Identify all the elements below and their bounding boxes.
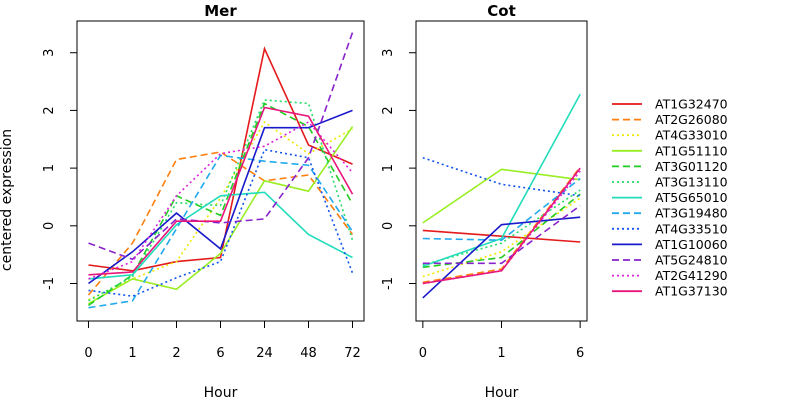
series-group (422, 93, 581, 299)
legend-item: AT3G01120 (612, 159, 728, 174)
legend-item: AT2G26080 (612, 112, 728, 127)
y-tick-label: 3 (42, 49, 57, 57)
legend-item: AT3G19480 (612, 206, 728, 221)
series-line-at1g37130 (422, 167, 581, 285)
series-line-at3g01120 (422, 193, 581, 269)
legend-label: AT5G24810 (655, 253, 728, 268)
y-tick-label: 1 (381, 164, 396, 172)
panel-cot: Cot 0 1 6 Hour -1 0 1 2 3 (381, 2, 588, 400)
legend-item: AT5G24810 (612, 253, 728, 268)
panel-mer: Mer 0 1 2 6 24 48 72 Hour -1 0 1 2 3 (42, 2, 365, 400)
x-axis-label: Hour (485, 385, 519, 400)
legend-label: AT1G10060 (655, 237, 728, 252)
legend-item: AT2G41290 (612, 268, 728, 283)
legend-label: AT4G33510 (655, 221, 728, 236)
series-line-at5g24810 (422, 204, 581, 265)
x-tick-label: 6 (216, 346, 224, 361)
x-axis-label: Hour (204, 385, 238, 400)
legend-item: AT4G33510 (612, 221, 728, 236)
series-line-at3g13110 (88, 99, 354, 302)
y-tick-label: 2 (42, 106, 57, 114)
x-tick-label: 1 (497, 346, 505, 361)
legend-label: AT3G01120 (655, 159, 728, 174)
series-line-at1g51110 (88, 126, 354, 305)
legend-item: AT3G13110 (612, 175, 728, 190)
plot-frame (415, 20, 588, 322)
series-line-at2g41290 (422, 170, 581, 285)
y-tick-label: 0 (42, 222, 57, 230)
legend-item: AT5G65010 (612, 190, 728, 205)
legend-label: AT5G65010 (655, 190, 728, 205)
panel-title: Mer (204, 2, 237, 20)
series-line-at1g10060 (88, 109, 353, 285)
legend-item: AT4G33010 (612, 128, 728, 143)
legend-item: AT1G10060 (612, 237, 728, 252)
series-line-at5g24810 (88, 32, 354, 261)
y-tick-label: 0 (381, 222, 396, 230)
legend: AT1G32470AT2G26080AT4G33010AT1G51110AT3G… (612, 97, 728, 299)
x-tick-label: 0 (419, 346, 427, 361)
y-tick-label: 2 (381, 106, 396, 114)
series-line-at1g51110 (422, 168, 581, 224)
legend-label: AT1G51110 (655, 143, 728, 158)
legend-label: AT1G37130 (655, 284, 728, 299)
legend-label: AT3G13110 (655, 175, 728, 190)
panel-title: Cot (487, 2, 515, 20)
legend-item: AT1G32470 (612, 97, 728, 112)
x-tick-label: 1 (128, 346, 136, 361)
x-tick-label: 72 (344, 346, 361, 361)
legend-label: AT2G26080 (655, 112, 728, 127)
series-line-at1g10060 (422, 216, 581, 299)
y-tick-label: 3 (381, 49, 396, 57)
series-line-at3g19480 (422, 177, 581, 242)
legend-label: AT1G32470 (655, 97, 728, 112)
series-group (87, 32, 354, 309)
series-line-at3g01120 (88, 102, 354, 307)
legend-label: AT4G33010 (655, 128, 728, 143)
legend-label: AT3G19480 (655, 206, 728, 221)
y-axis-label: centered expression (0, 129, 15, 271)
series-line-at1g37130 (88, 106, 354, 276)
legend-label: AT2G41290 (655, 268, 728, 283)
series-line-at5g65010 (422, 93, 581, 267)
series-line-at2g26080 (87, 151, 354, 296)
x-tick-label: 24 (256, 346, 273, 361)
x-tick-label: 2 (172, 346, 180, 361)
series-line-at4g33510 (422, 156, 581, 197)
y-tick-label: -1 (42, 277, 57, 290)
y-tick-label: -1 (381, 277, 396, 290)
x-tick-label: 6 (576, 346, 584, 361)
legend-item: AT1G51110 (612, 143, 728, 158)
y-tick-label: 1 (42, 164, 57, 172)
series-line-at5g65010 (88, 191, 353, 280)
series-line-at3g19480 (88, 154, 354, 309)
series-line-at3g13110 (422, 189, 581, 266)
series-line-at1g32470 (422, 229, 581, 243)
x-tick-label: 48 (300, 346, 317, 361)
legend-item: AT1G37130 (612, 284, 728, 299)
series-line-at4g33010 (88, 120, 353, 301)
x-tick-label: 0 (84, 346, 92, 361)
